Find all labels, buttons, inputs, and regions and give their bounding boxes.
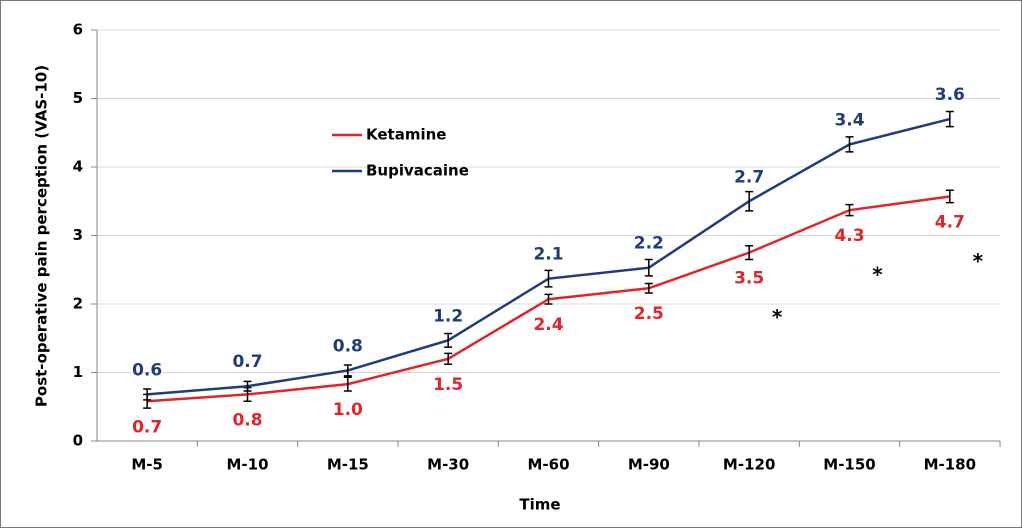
point-label: 0.7 xyxy=(232,352,262,372)
point-label: 0.8 xyxy=(333,336,363,356)
point-label: 3.6 xyxy=(935,85,965,105)
point-label: 3.5 xyxy=(734,269,764,289)
x-tick-label: M-180 xyxy=(924,456,976,474)
x-tick-label: M-60 xyxy=(527,456,569,474)
point-label: 0.7 xyxy=(132,417,162,437)
y-tick-label: 0 xyxy=(73,432,83,450)
significance-marker: * xyxy=(973,249,984,273)
error-bar xyxy=(945,189,954,204)
error-bar xyxy=(644,282,653,294)
point-label: 0.6 xyxy=(132,360,162,380)
error-bar xyxy=(644,258,653,277)
error-bar xyxy=(845,203,854,217)
point-label: 3.4 xyxy=(834,110,864,130)
error-bar xyxy=(945,110,954,128)
point-label: 1.5 xyxy=(433,375,463,395)
x-tick-label: M-15 xyxy=(327,456,369,474)
x-tick-label: M-5 xyxy=(131,456,163,474)
error-bar xyxy=(243,380,252,392)
error-bar xyxy=(444,332,453,348)
y-tick-label: 4 xyxy=(73,158,83,176)
point-label: 1.0 xyxy=(333,400,363,420)
y-tick-label: 2 xyxy=(73,295,83,313)
point-label: 2.5 xyxy=(634,304,664,324)
y-tick-label: 1 xyxy=(73,363,83,381)
y-tick-label: 3 xyxy=(73,226,83,244)
x-tick-label: M-150 xyxy=(823,456,875,474)
x-tick-label: M-90 xyxy=(628,456,670,474)
y-tick-label: 5 xyxy=(73,89,83,107)
error-bar xyxy=(544,269,553,288)
significance-marker: * xyxy=(872,263,883,287)
point-label: 2.1 xyxy=(533,245,563,265)
point-label: 2.4 xyxy=(533,315,563,335)
error-bar xyxy=(745,190,754,212)
legend-label: Ketamine xyxy=(366,126,446,144)
x-tick-label: M-10 xyxy=(226,456,268,474)
x-tick-label: M-30 xyxy=(427,456,469,474)
error-bar xyxy=(845,136,854,153)
legend-label: Bupivacaine xyxy=(366,162,469,180)
significance-marker: * xyxy=(772,305,783,329)
error-bar xyxy=(544,293,553,305)
point-label: 2.2 xyxy=(634,234,664,254)
error-bar xyxy=(343,364,352,377)
x-axis-label: Time xyxy=(519,496,560,514)
error-bar xyxy=(143,388,152,401)
point-label: 2.7 xyxy=(734,167,764,187)
point-label: 0.8 xyxy=(232,410,262,430)
point-label: 1.2 xyxy=(433,306,463,326)
x-tick-label: M-120 xyxy=(723,456,775,474)
point-label: 4.7 xyxy=(935,212,965,232)
error-bar xyxy=(745,245,754,261)
y-axis-label: Post-operative pain perception (VAS-10) xyxy=(33,65,51,407)
y-tick-label: 6 xyxy=(73,21,83,39)
point-label: 4.3 xyxy=(834,226,864,246)
error-bar xyxy=(444,352,453,366)
error-bar xyxy=(343,376,352,392)
